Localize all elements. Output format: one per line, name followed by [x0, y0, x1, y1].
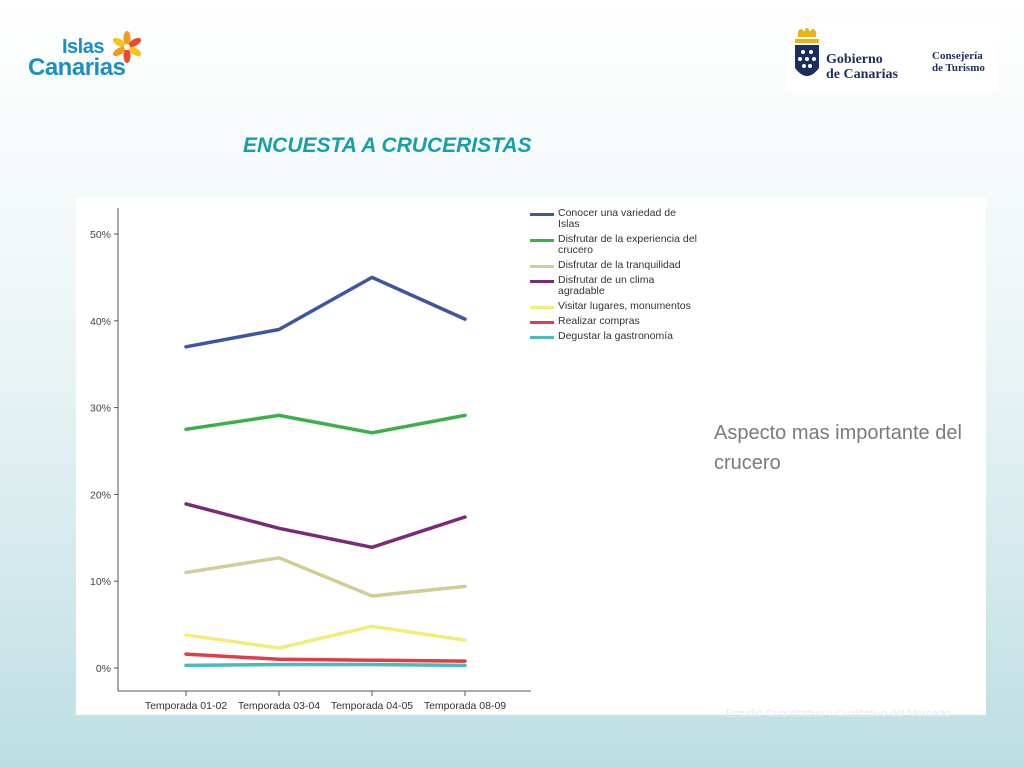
logo-text-line1: Islas [62, 36, 104, 58]
chart-legend: Conocer una variedad de Islas Disfrutar d… [528, 208, 698, 346]
chart-panel: 0% 10% 20% 30% 40% 50% Temporada 01-02 Temporad… [76, 198, 986, 718]
series-line-5 [184, 624, 467, 650]
legend-label: Realizar compras [558, 315, 640, 327]
x-tick-label: Temporada 04-05 [331, 700, 413, 712]
legend-item: Conocer una variedad de Islas [528, 208, 698, 230]
legend-item: Disfrutar de la tranquilidad [528, 260, 698, 271]
legend-label: Disfrutar de la tranquilidad [558, 259, 681, 271]
legend-swatch [530, 239, 554, 242]
series-line-1 [184, 275, 467, 349]
series-line-3 [184, 556, 467, 598]
line-chart: 0% 10% 20% 30% 40% 50% Temporada 01-02 Temporad… [90, 208, 531, 712]
y-tick-label: 30% [90, 403, 111, 415]
x-tick-label: Temporada 08-09 [424, 700, 506, 712]
chart-subtitle: Aspecto mas importante del crucero [714, 422, 962, 474]
gobierno-canarias-logo: Gobierno de Canarias Consejería de Turis… [786, 22, 998, 92]
y-tick-label: 20% [90, 489, 111, 501]
legend-label: Disfrutar de la experiencia del crucero [558, 233, 697, 256]
legend-label: Visitar lugares, monumentos [558, 300, 691, 312]
legend-item: Visitar lugares, monumentos [528, 301, 698, 312]
coat-of-arms-icon [795, 28, 819, 76]
x-tick-label: Temporada 01-02 [145, 700, 227, 712]
legend-swatch [530, 321, 554, 324]
flower-icon [112, 31, 142, 63]
x-tick-label: Temporada 03-04 [238, 700, 320, 712]
consejeria-line1: Consejería [932, 50, 983, 62]
legend-label: Conocer una variedad de Islas [558, 207, 676, 230]
y-tick-label: 10% [90, 576, 111, 588]
legend-item: Realizar compras [528, 316, 698, 327]
gobierno-text: Gobierno de Canarias [826, 52, 898, 82]
legend-item: Degustar la gastronomía [528, 331, 698, 342]
legend-label: Degustar la gastronomía [558, 330, 673, 342]
legend-swatch [530, 280, 554, 283]
series-line-7 [184, 662, 467, 668]
y-tick-label: 50% [90, 229, 111, 241]
legend-swatch [530, 213, 554, 216]
legend-item: Disfrutar de la experiencia del crucero [528, 234, 698, 256]
y-tick-label: 40% [90, 316, 111, 328]
page-title: ENCUESTA A CRUCERISTAS [243, 134, 532, 157]
consejeria-line2: de Turismo [932, 62, 985, 74]
y-tick-label: 0% [96, 663, 111, 675]
logo-text-line2: Canarias [28, 54, 126, 81]
legend-item: Disfrutar de un clima agradable [528, 275, 698, 297]
series-line-2 [184, 413, 467, 435]
source-note: Estudio Cuantitativo y Cualitativo del M… [726, 708, 951, 718]
legend-swatch [530, 336, 554, 339]
consejeria-text: Consejería de Turismo [932, 50, 985, 74]
series-line-4 [184, 502, 467, 550]
gobierno-line1: Gobierno [826, 52, 883, 67]
legend-swatch [530, 306, 554, 309]
legend-label: Disfrutar de un clima agradable [558, 274, 655, 297]
series-line-6 [184, 652, 467, 663]
gobierno-line2: de Canarias [826, 67, 898, 82]
islas-canarias-logo: Islas Canarias [28, 30, 148, 82]
legend-swatch [530, 265, 554, 268]
